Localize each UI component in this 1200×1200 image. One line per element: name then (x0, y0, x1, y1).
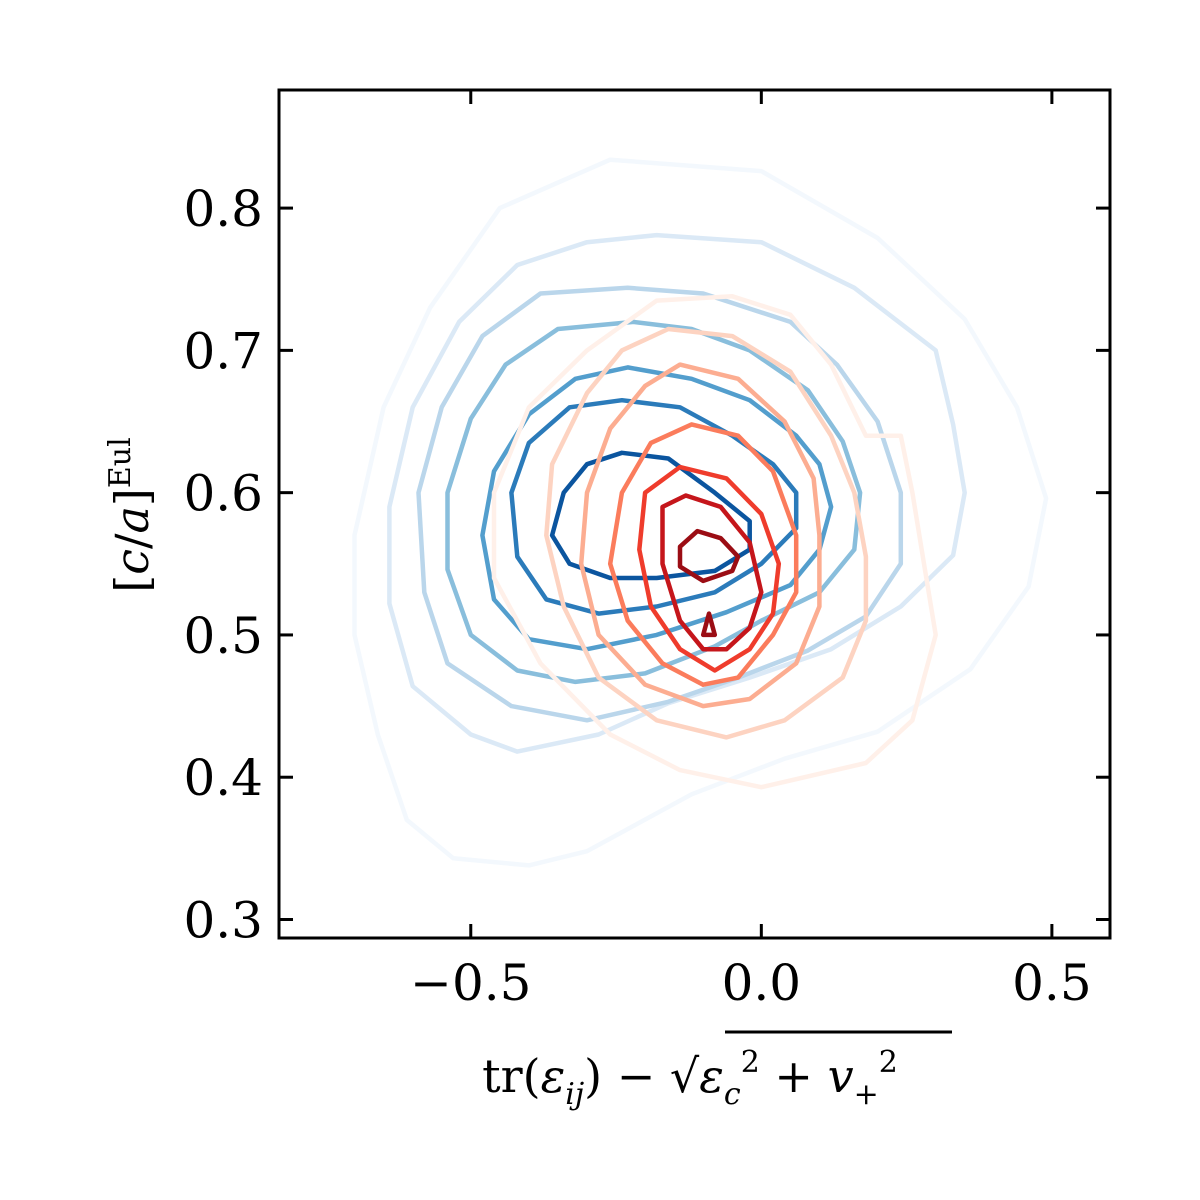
blue-contour-level-7 (549, 450, 752, 581)
red-contour-level-7 (677, 528, 741, 584)
tick-label-layer: −0.5 0.0 0.5 0.3 0.4 0.5 0.6 0.7 0.8 (183, 180, 1091, 1012)
blue-contour-level-1 (352, 157, 1049, 868)
y-tick-label: 0.7 (183, 322, 263, 380)
y-tick-label: 0.4 (183, 749, 263, 807)
red-contour-level-2 (544, 326, 869, 740)
y-axis-label: [c/a]Eul (103, 437, 159, 592)
red-contour-level-4 (607, 422, 799, 687)
x-axis-label: tr(εij) − √εc2 + v+2 (482, 1045, 898, 1112)
red-contour-level-5 (637, 464, 782, 673)
red-contour-level-3 (578, 362, 822, 709)
blue-contour-level-2 (387, 232, 967, 754)
y-tick-label: 0.3 (183, 892, 263, 950)
y-tick-label: 0.8 (183, 180, 263, 238)
y-tick-label: 0.5 (183, 607, 263, 665)
red-contour-level-8 (700, 611, 718, 638)
tick-layer (279, 90, 1110, 938)
red-contour-level-1 (491, 294, 938, 790)
red-contour-level-6 (660, 493, 764, 652)
blue-contour-level-4 (445, 319, 863, 685)
x-tick-label: −0.5 (410, 954, 531, 1012)
plot-frame (277, 88, 1112, 940)
x-tick-label: 0.0 (722, 954, 802, 1012)
contour-layer (352, 157, 1049, 868)
blue-contour-level-3 (416, 285, 904, 723)
y-tick-label: 0.6 (183, 465, 263, 523)
x-tick-label: 0.5 (1012, 954, 1092, 1012)
